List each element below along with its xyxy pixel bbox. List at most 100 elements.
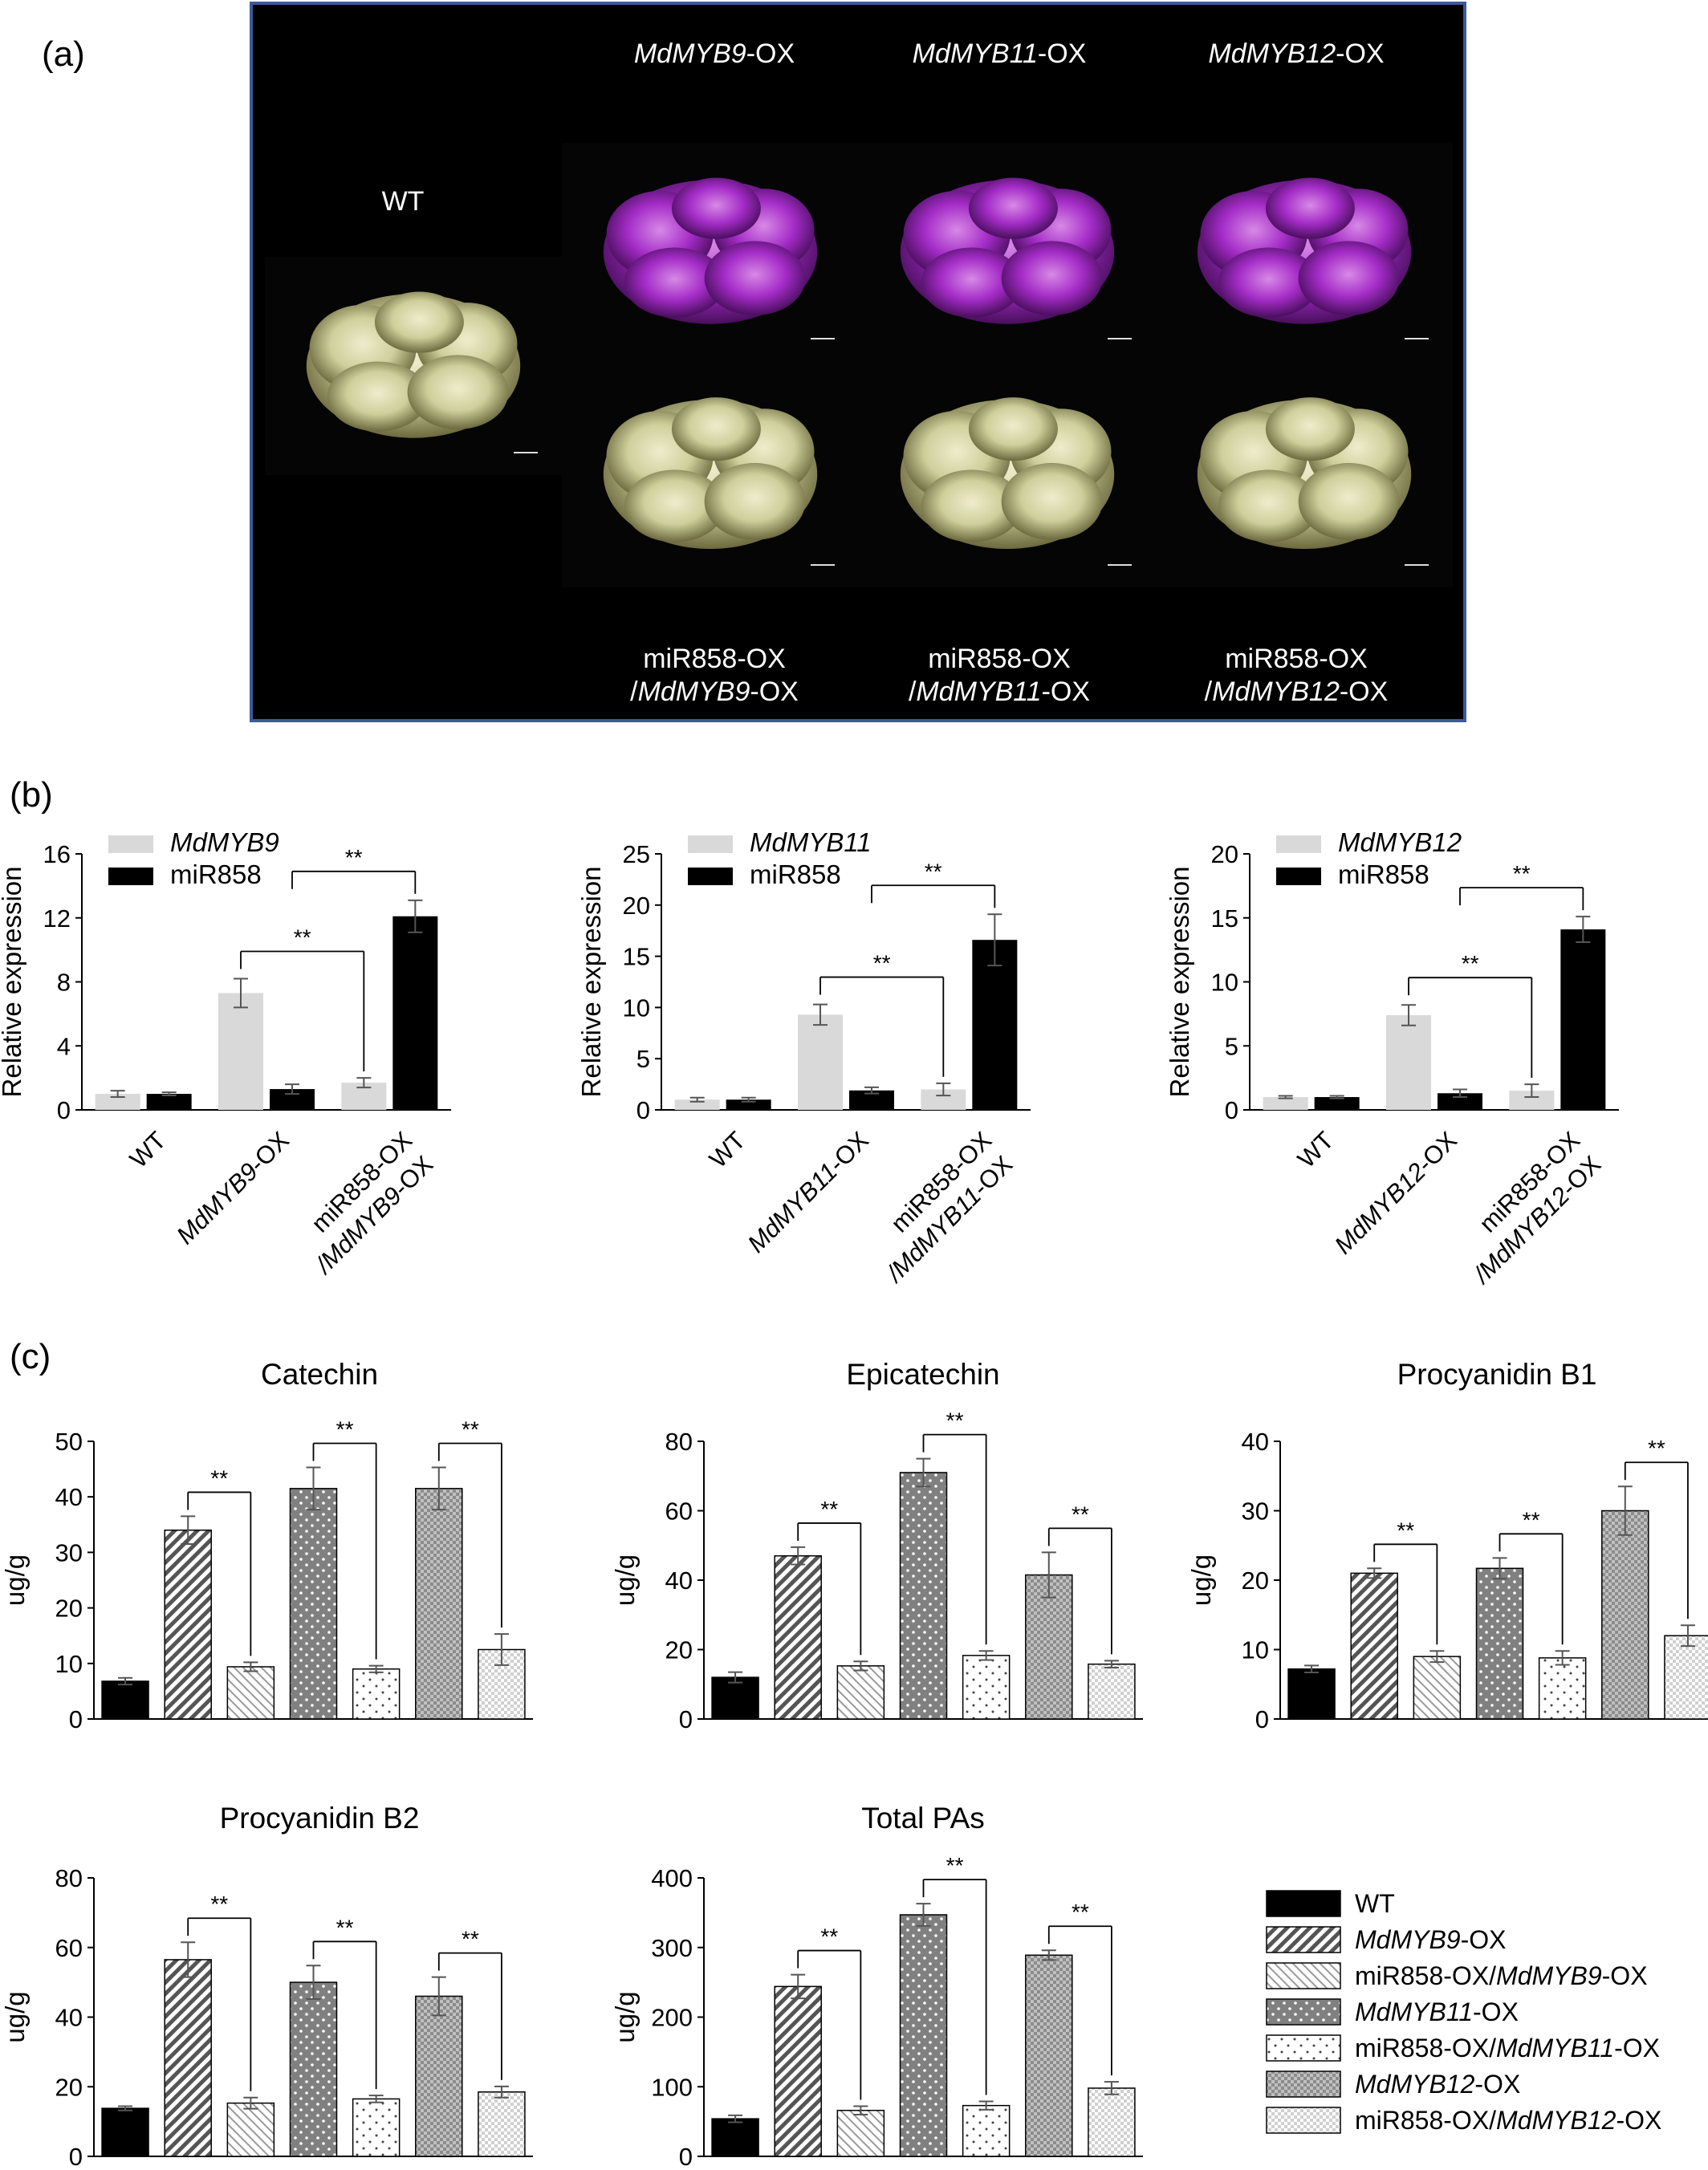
significance-label: ** xyxy=(1397,1518,1414,1542)
bar xyxy=(1601,1510,1649,1720)
y-tick-label: 25 xyxy=(623,840,650,868)
legend-label: WT xyxy=(1355,1889,1395,1918)
bar xyxy=(1413,1656,1462,1720)
y-tick-label: 50 xyxy=(55,1428,83,1456)
y-tick-label: 15 xyxy=(623,943,650,971)
y-axis-label: Relative expression xyxy=(1165,867,1194,1098)
legend-suffix: -OX xyxy=(1614,2034,1660,2062)
gene-name: MdMYB9 xyxy=(1496,1961,1602,1990)
pa-chart-4: Procyanidin B2 0 20 40 60 80 ug/g ** ** ** xyxy=(0,1802,533,2170)
y-tick-label: 400 xyxy=(651,1864,693,1892)
significance-label: ** xyxy=(1648,1436,1665,1461)
y-tick-label: 0 xyxy=(636,1096,650,1124)
legend-label: MdMYB11 xyxy=(750,827,872,857)
legend-swatch xyxy=(1266,2107,1341,2134)
bar xyxy=(1350,1572,1398,1720)
significance-label: ** xyxy=(336,1417,354,1442)
significance-label: ** xyxy=(1462,951,1479,976)
bar xyxy=(774,1554,822,1720)
y-axis-label: ug/g xyxy=(610,1991,640,2042)
legend-label: miR858 xyxy=(170,859,262,889)
panel-c-label: (c) xyxy=(10,1337,51,1376)
label-prefix: / xyxy=(909,677,917,707)
bar xyxy=(95,1094,140,1110)
x-label-part: MdMYB9 xyxy=(171,1157,263,1250)
legend-swatch xyxy=(1266,1890,1341,1917)
legend-swatch xyxy=(1266,2070,1341,2098)
x-tick-label: MdMYB12-OX xyxy=(1329,1126,1462,1259)
significance-label: ** xyxy=(1523,1507,1540,1532)
legend-text: miR858-OX/ xyxy=(1355,2106,1496,2135)
y-tick-label: 100 xyxy=(651,2073,693,2101)
y-tick-label: 0 xyxy=(1255,1705,1269,1733)
bar xyxy=(798,1014,843,1110)
bar xyxy=(774,1985,822,2157)
x-tick-label: MdMYB9-OX xyxy=(171,1126,295,1250)
bar xyxy=(1438,1093,1482,1110)
gene-name: MdMYB11 xyxy=(916,677,1041,707)
x-tick-label: WT xyxy=(124,1126,172,1173)
y-axis-label: Relative expression xyxy=(0,867,26,1098)
bar xyxy=(972,940,1018,1110)
bar xyxy=(1263,1097,1308,1110)
callus-lobe xyxy=(968,177,1058,239)
legend-swatch xyxy=(688,868,733,885)
y-tick-label: 40 xyxy=(55,1483,83,1511)
photo-bottom-label-line2: /MdMYB9-OX xyxy=(630,677,799,707)
bar xyxy=(226,1666,275,1720)
callus-lobe xyxy=(1218,469,1320,542)
y-tick-label: 300 xyxy=(651,1934,693,1962)
callus-lobe xyxy=(1298,241,1400,315)
bar xyxy=(1088,2087,1136,2157)
gene-name: MdMYB9 xyxy=(638,677,750,707)
legend-swatch xyxy=(108,835,153,853)
chart-title: Procyanidin B1 xyxy=(1397,1358,1597,1391)
label-prefix: / xyxy=(1205,677,1213,707)
callus-lobe xyxy=(1298,462,1400,540)
bar xyxy=(726,1099,771,1110)
legend-suffix: -OX xyxy=(1602,1961,1648,1990)
x-label-part: WT xyxy=(124,1126,172,1173)
significance-label: ** xyxy=(873,951,891,976)
wt-callus xyxy=(265,257,562,475)
x-label-part: WT xyxy=(704,1126,751,1173)
wt-photo-label: WT xyxy=(382,186,425,217)
callus-lobe xyxy=(624,469,726,542)
callus-lobe xyxy=(968,397,1058,461)
significance-label: ** xyxy=(946,1408,964,1433)
legend-swatch xyxy=(1266,1998,1341,2026)
legend-swatch xyxy=(1276,868,1321,885)
significance-label: ** xyxy=(1072,1502,1089,1526)
photo-grid xyxy=(265,143,1453,587)
y-tick-label: 0 xyxy=(57,1096,71,1124)
callus-lobe xyxy=(704,462,806,540)
expression-chart-2: 0 5 10 15 20 25 Relative expression WTMdMYB11-O… xyxy=(576,827,1031,1288)
legend-suffix: -OX xyxy=(1473,1997,1519,2026)
y-tick-label: 40 xyxy=(55,2004,83,2032)
bar xyxy=(415,1995,463,2157)
callus-lobe xyxy=(1218,247,1320,318)
y-axis-label: ug/g xyxy=(1186,1554,1216,1606)
gene-name: MdMYB12 xyxy=(1208,39,1336,69)
legend-suffix: -OX xyxy=(1461,1925,1507,1954)
bar xyxy=(962,2104,1011,2157)
callus-lobe xyxy=(671,397,761,461)
y-tick-label: 16 xyxy=(43,840,71,868)
significance-label: ** xyxy=(462,1927,479,1952)
legend-label: MdMYB12-OX xyxy=(1355,2070,1520,2099)
legend-text: WT xyxy=(1355,1889,1395,1918)
photo-bottom-label-line2: /MdMYB11-OX xyxy=(909,677,1090,707)
pa-chart-2: Epicatechin 0 20 40 60 80 ug/g ** ** ** xyxy=(610,1358,1143,1733)
mir858-mdmyb11-callus xyxy=(859,361,1156,587)
chart-title: Procyanidin B2 xyxy=(220,1802,420,1835)
y-tick-label: 20 xyxy=(665,1636,693,1664)
x-label-part: MdMYB12 xyxy=(1329,1157,1431,1259)
callus-lobe xyxy=(374,291,464,353)
bar xyxy=(352,2098,401,2157)
y-axis-label: ug/g xyxy=(0,1991,30,2042)
legend-swatch xyxy=(1266,2034,1341,2062)
photo-column-label: MdMYB9-OX xyxy=(634,39,795,69)
chart-title: Total PAs xyxy=(861,1802,985,1835)
